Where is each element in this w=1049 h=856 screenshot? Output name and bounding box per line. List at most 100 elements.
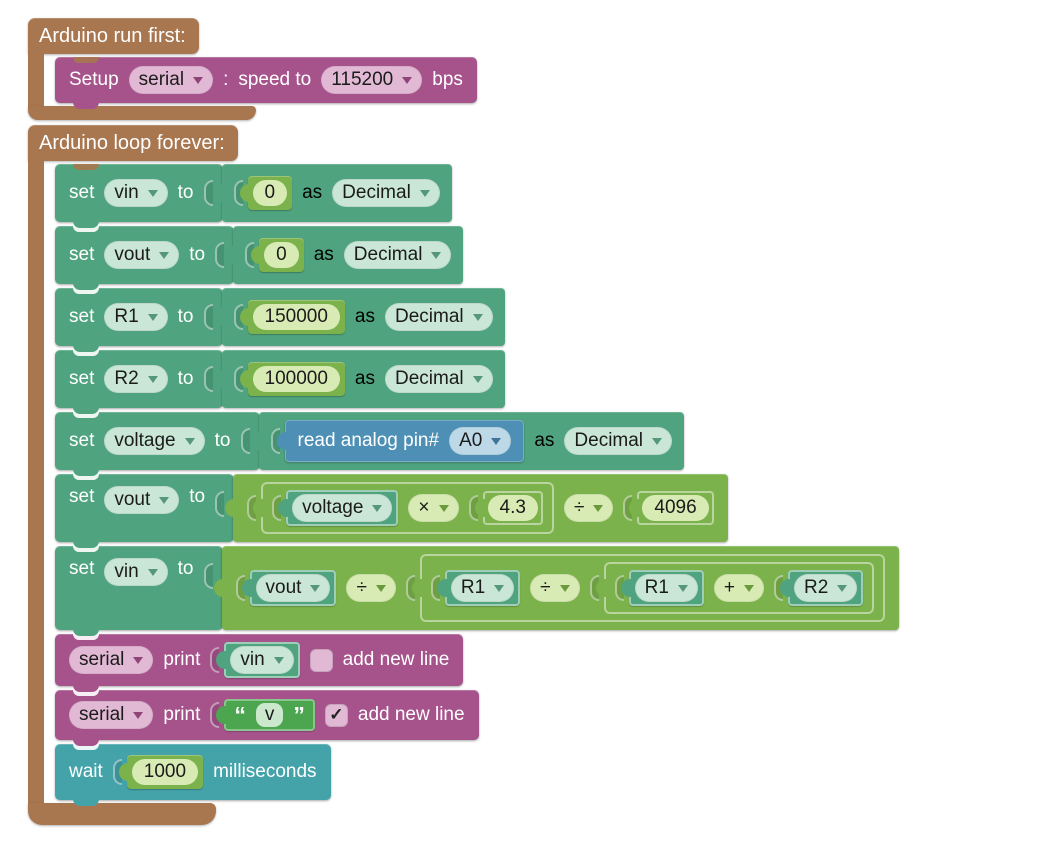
math-divide-block[interactable]: vout ÷ R1 bbox=[213, 546, 900, 630]
serial-port-dropdown[interactable]: serial bbox=[69, 646, 154, 674]
math-divide-block[interactable]: voltage × 4.3 bbox=[225, 474, 728, 542]
variable-dropdown[interactable]: vout bbox=[255, 574, 331, 602]
hat-block-loop-forever[interactable]: Arduino loop forever: set vin to 0 bbox=[28, 125, 900, 825]
math-add-block[interactable]: R1 + R2 bbox=[595, 562, 875, 614]
cast-decimal-block[interactable]: 100000 as Decimal bbox=[213, 350, 505, 408]
dropdown-arrow-icon bbox=[652, 437, 663, 445]
run-first-children: Setup serial : speed to 115200 bps bbox=[28, 54, 477, 109]
wait-block[interactable]: wait 1000 milliseconds bbox=[55, 744, 331, 806]
as-keyword: as bbox=[354, 368, 375, 389]
number-block[interactable]: 150000 bbox=[239, 300, 345, 334]
baud-rate-dropdown[interactable]: 115200 bbox=[321, 66, 423, 94]
variable-dropdown[interactable]: R1 bbox=[634, 574, 698, 602]
loop-bottom-bar bbox=[28, 803, 216, 825]
dropdown-arrow-icon bbox=[494, 584, 505, 592]
cast-decimal-block[interactable]: 0 as Decimal bbox=[225, 226, 464, 284]
variable-dropdown[interactable]: vin bbox=[104, 558, 168, 586]
as-keyword: as bbox=[302, 182, 323, 203]
variable-name: voltage bbox=[114, 430, 176, 451]
operator-dropdown[interactable]: ÷ bbox=[563, 494, 614, 522]
variable-dropdown[interactable]: voltage bbox=[292, 494, 393, 522]
string-block[interactable]: “ v ” bbox=[216, 699, 315, 731]
number-input[interactable]: 4096 bbox=[642, 495, 709, 521]
variable-getter-block[interactable]: R1 bbox=[436, 570, 521, 606]
set-keyword: set bbox=[69, 306, 95, 327]
set-variable-block[interactable]: set R1 to bbox=[55, 288, 223, 352]
variable-dropdown[interactable]: R1 bbox=[450, 574, 515, 602]
variable-getter-block[interactable]: R1 bbox=[620, 570, 704, 606]
print-keyword: print bbox=[163, 649, 201, 670]
math-multiply-block[interactable]: voltage × 4.3 bbox=[253, 482, 554, 534]
serial-print-block[interactable]: serial print vin add new line bbox=[55, 634, 464, 692]
number-input[interactable]: 4.3 bbox=[487, 495, 538, 521]
variable-dropdown[interactable]: R2 bbox=[104, 365, 168, 393]
operator-dropdown[interactable]: × bbox=[408, 494, 459, 522]
newline-checkbox[interactable]: ✓ bbox=[324, 703, 348, 727]
variable-name: vout bbox=[265, 577, 302, 598]
variable-dropdown[interactable]: vout bbox=[104, 241, 180, 269]
variable-name: voltage bbox=[302, 497, 364, 518]
set-r2-row: set R2 to 100000 as Decimal bbox=[55, 350, 505, 414]
set-variable-block[interactable]: set voltage to bbox=[55, 412, 260, 476]
type-dropdown[interactable]: Decimal bbox=[564, 427, 673, 455]
type-dropdown[interactable]: Decimal bbox=[332, 179, 440, 207]
variable-getter-block[interactable]: voltage bbox=[278, 490, 399, 526]
string-input[interactable]: v bbox=[255, 703, 284, 727]
cast-decimal-block[interactable]: 0 as Decimal bbox=[213, 164, 452, 222]
variable-dropdown[interactable]: vin bbox=[230, 646, 294, 674]
set-variable-block[interactable]: set vin to bbox=[55, 164, 223, 228]
analog-read-block[interactable]: read analog pin# A0 bbox=[276, 420, 525, 462]
cast-decimal-block[interactable]: read analog pin# A0 as Decimal bbox=[250, 412, 685, 470]
delay-input[interactable]: 1000 bbox=[131, 759, 199, 785]
type-dropdown[interactable]: Decimal bbox=[343, 241, 452, 269]
operator-dropdown[interactable]: + bbox=[713, 574, 765, 602]
input-socket bbox=[215, 242, 225, 268]
serial-print-block[interactable]: serial print “ v ” ✓ add new line bbox=[55, 690, 479, 746]
pin-dropdown[interactable]: A0 bbox=[449, 427, 512, 455]
variable-dropdown[interactable]: vin bbox=[104, 179, 168, 207]
hat-block-run-first[interactable]: Arduino run first: Setup serial : speed … bbox=[28, 18, 477, 120]
setup-serial-block[interactable]: Setup serial : speed to 115200 bps bbox=[55, 57, 477, 109]
operator-dropdown[interactable]: ÷ bbox=[346, 574, 396, 602]
type-dropdown[interactable]: Decimal bbox=[385, 365, 493, 393]
set-variable-block[interactable]: set vout to bbox=[55, 474, 235, 548]
variable-getter-block[interactable]: vout bbox=[241, 570, 337, 606]
serial-port-dropdown[interactable]: serial bbox=[69, 701, 154, 729]
serial-port-dropdown[interactable]: serial bbox=[128, 66, 214, 94]
variable-dropdown[interactable]: voltage bbox=[104, 427, 205, 455]
number-block[interactable]: 1000 bbox=[118, 755, 204, 789]
set-keyword: set bbox=[69, 486, 95, 507]
operator-value: × bbox=[418, 497, 430, 518]
number-block[interactable]: 0 bbox=[239, 176, 293, 210]
set-variable-block[interactable]: set vin to bbox=[55, 546, 223, 636]
number-input[interactable]: 0 bbox=[252, 180, 288, 206]
variable-getter-block[interactable]: vin bbox=[216, 642, 300, 678]
variable-dropdown[interactable]: vout bbox=[104, 486, 180, 514]
set-variable-block[interactable]: set R2 to bbox=[55, 350, 223, 414]
math-divide-block[interactable]: R1 ÷ R1 bbox=[411, 554, 886, 622]
variable-name: vout bbox=[114, 489, 151, 510]
number-block[interactable]: 100000 bbox=[239, 362, 345, 396]
number-input[interactable]: 0 bbox=[264, 242, 299, 268]
variable-getter-block[interactable]: R2 bbox=[779, 570, 864, 606]
dropdown-arrow-icon bbox=[559, 584, 570, 592]
input-socket bbox=[235, 575, 245, 601]
input-socket bbox=[430, 575, 440, 601]
wait-row: wait 1000 milliseconds bbox=[55, 744, 331, 806]
number-block[interactable]: 0 bbox=[251, 238, 304, 272]
variable-dropdown[interactable]: R1 bbox=[104, 303, 168, 331]
number-input[interactable]: 100000 bbox=[252, 366, 340, 392]
cast-decimal-block[interactable]: 150000 as Decimal bbox=[213, 288, 505, 346]
to-keyword: to bbox=[177, 558, 194, 579]
set-variable-block[interactable]: set vout to bbox=[55, 226, 235, 290]
variable-name: R1 bbox=[114, 306, 139, 327]
setup-keyword: Setup bbox=[69, 69, 119, 90]
newline-checkbox[interactable] bbox=[309, 648, 333, 672]
type-dropdown[interactable]: Decimal bbox=[385, 303, 493, 331]
operator-dropdown[interactable]: ÷ bbox=[530, 574, 580, 602]
dropdown-arrow-icon bbox=[184, 437, 195, 445]
number-block[interactable]: 4096 bbox=[629, 491, 714, 525]
variable-dropdown[interactable]: R2 bbox=[794, 574, 858, 602]
number-block[interactable]: 4.3 bbox=[474, 491, 543, 525]
number-input[interactable]: 150000 bbox=[252, 304, 340, 330]
